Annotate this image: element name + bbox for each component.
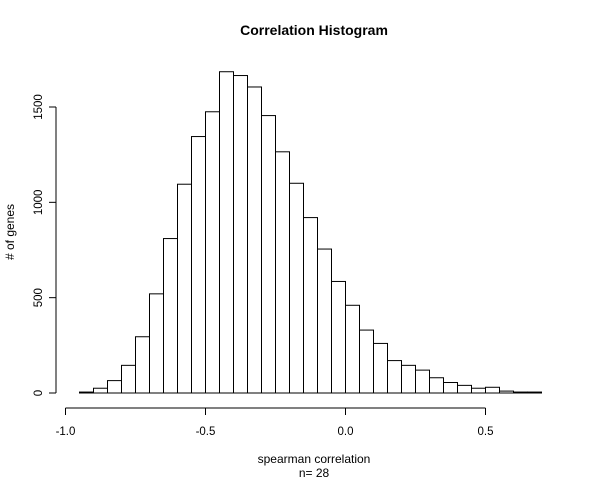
histogram-bar — [485, 386, 500, 394]
histogram-bar — [317, 248, 332, 394]
histogram-bar — [205, 111, 220, 394]
histogram-bar — [457, 384, 472, 394]
histogram-bar — [93, 387, 108, 394]
histogram-bar — [149, 293, 164, 394]
histogram-bar — [163, 238, 178, 394]
x-tick-label: -1.0 — [56, 426, 76, 438]
y-tick-label: 0 — [33, 390, 45, 396]
histogram-bar — [429, 377, 444, 394]
histogram-bar — [471, 387, 486, 394]
chart-title: Correlation Histogram — [240, 22, 388, 38]
x-tick-label: 0.5 — [478, 426, 494, 438]
histogram-bar — [345, 304, 360, 394]
histogram-bar — [499, 390, 514, 394]
y-tick-label: 1000 — [33, 190, 45, 216]
x-axis-sample-size: n= 28 — [299, 466, 330, 480]
histogram-bar — [177, 183, 192, 394]
histogram-bar — [415, 369, 430, 394]
histogram-bars — [79, 71, 542, 394]
y-tick-label: 1500 — [33, 94, 45, 120]
x-axis-label: spearman correlation — [258, 452, 371, 466]
histogram-bar — [247, 86, 262, 394]
histogram-bar — [261, 115, 276, 394]
x-axis: -1.0 -0.5 0.0 0.5 — [56, 407, 494, 438]
histogram-bar — [275, 151, 290, 394]
y-axis: 0 500 1000 1500 — [33, 94, 57, 396]
x-tick-label: 0.0 — [338, 426, 354, 438]
histogram-bar — [303, 217, 318, 394]
histogram-bar — [513, 391, 528, 394]
histogram-bar — [443, 382, 458, 394]
histogram-bar — [135, 336, 150, 394]
y-tick-label: 500 — [33, 288, 45, 307]
histogram-bar — [219, 71, 234, 394]
x-tick-label: -0.5 — [196, 426, 216, 438]
histogram-bar — [387, 360, 402, 394]
histogram-bar — [121, 364, 136, 394]
histogram-bar — [359, 329, 374, 394]
histogram-bar — [191, 136, 206, 394]
histogram-bar — [79, 391, 94, 394]
histogram-bar — [289, 182, 304, 394]
histogram-bar — [331, 280, 346, 394]
histogram-bar — [233, 75, 248, 394]
histogram-bar — [401, 364, 416, 394]
y-axis-label: # of genes — [3, 204, 17, 260]
histogram-bar — [373, 342, 388, 394]
histogram-bar — [107, 380, 122, 394]
histogram-bar — [527, 391, 542, 394]
